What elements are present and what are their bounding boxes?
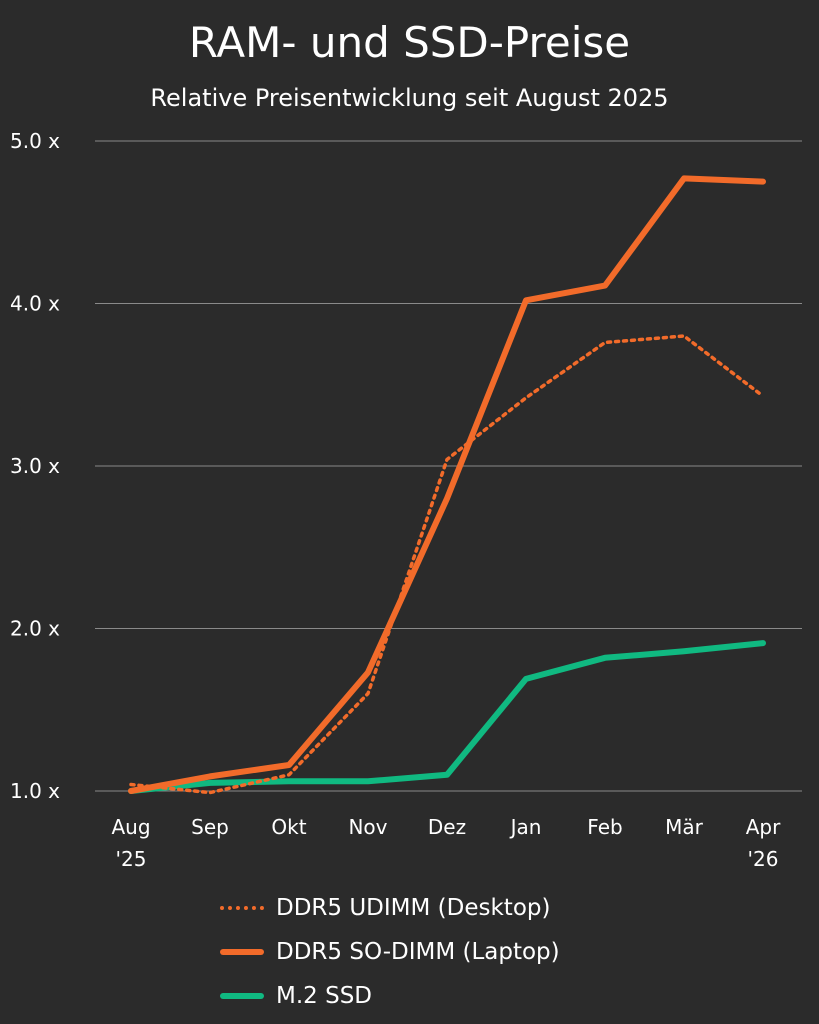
legend-item: M.2 SSD [220,974,560,1018]
x-tick-label: Okt [271,815,306,839]
legend-item: DDR5 UDIMM (Desktop) [220,886,560,930]
y-axis-ticks: 1.0 x 2.0 x 3.0 x 4.0 x 5.0 x [10,129,60,803]
x-tick-label: Mär [665,815,704,839]
x-tick-label: Apr '26 [746,815,781,871]
y-tick-label: 1.0 x [10,779,60,803]
line-chart: 1.0 x 2.0 x 3.0 x 4.0 x 5.0 x Aug '25 Sep Okt No… [10,129,802,871]
y-tick-label: 2.0 x [10,617,60,641]
legend-label: DDR5 UDIMM (Desktop) [276,895,551,921]
series-line-2 [128,640,766,794]
legend-label: DDR5 SO-DIMM (Laptop) [276,939,560,965]
y-tick-label: 3.0 x [10,454,60,478]
legend: DDR5 UDIMM (Desktop) DDR5 SO-DIMM (Laptop… [220,886,560,1018]
x-tick-label: Jan [509,815,542,839]
legend-swatch [220,906,264,910]
series-line-0 [129,334,765,795]
legend-item: DDR5 SO-DIMM (Laptop) [220,930,560,974]
x-tick-label: Feb [587,815,622,839]
legend-swatch [220,993,264,999]
legend-label: M.2 SSD [276,983,373,1009]
x-tick-label: Aug '25 [111,815,150,871]
series-line-1 [128,175,766,794]
legend-swatch [220,949,264,955]
series-lines [128,175,766,795]
x-tick-label: Dez [428,815,466,839]
chart-title: RAM- und SSD-Preise [188,18,631,67]
gridlines [95,140,802,792]
y-tick-label: 4.0 x [10,292,60,316]
x-axis-ticks: Aug '25 Sep Okt Nov Dez Jan Feb Mär Apr '26 [111,815,781,871]
x-tick-label: Nov [348,815,387,839]
chart-subtitle: Relative Preisentwicklung seit August 20… [150,84,669,112]
x-tick-label: Sep [191,815,229,839]
y-tick-label: 5.0 x [10,129,60,153]
